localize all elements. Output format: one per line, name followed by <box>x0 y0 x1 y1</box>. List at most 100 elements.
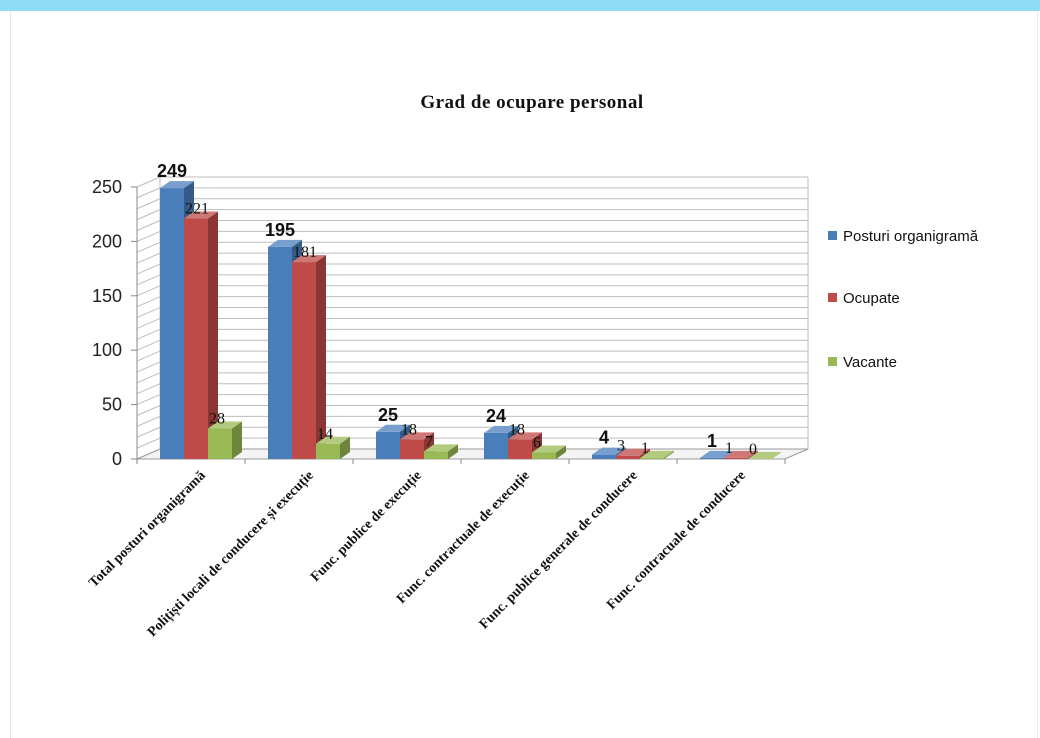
bar-side <box>448 444 458 459</box>
legend-label: Posturi organigramă <box>843 228 979 245</box>
bar-front <box>376 431 400 459</box>
gridline-side <box>136 252 161 264</box>
data-label: 0 <box>749 441 757 458</box>
gridline-side <box>136 394 161 406</box>
gridline-side <box>136 274 161 286</box>
bar-front <box>400 439 424 459</box>
data-label: 25 <box>378 405 398 425</box>
data-label: 181 <box>293 244 317 261</box>
gridline-side <box>136 220 161 231</box>
bar-side <box>316 255 326 459</box>
gridline-side <box>136 372 161 384</box>
bar-front <box>484 432 508 459</box>
x-tick-label: Func. publice de execuție <box>308 468 425 585</box>
bar-top <box>748 452 782 459</box>
gridline-side <box>136 415 161 427</box>
bar-side <box>232 421 242 459</box>
bar-top <box>532 445 566 453</box>
bar-front <box>616 455 640 459</box>
gridline-side <box>136 361 161 373</box>
bar-side <box>340 436 350 459</box>
data-label: 18 <box>509 421 525 438</box>
gridline-side <box>136 285 161 297</box>
gridline-side <box>136 263 161 275</box>
bar <box>184 211 218 459</box>
gridline-side <box>136 296 161 308</box>
bar <box>424 444 458 459</box>
bar-front <box>268 246 292 459</box>
data-label: 3 <box>617 438 625 455</box>
bar-top <box>292 255 326 263</box>
bar-top <box>400 432 434 440</box>
bar-front <box>508 439 532 459</box>
y-tick-label: 0 <box>112 449 122 469</box>
bar-top <box>268 239 302 247</box>
bar-front <box>700 457 724 459</box>
chart-bars <box>160 181 782 460</box>
bar-top <box>316 436 350 444</box>
data-label: 7 <box>425 433 433 450</box>
data-label: 221 <box>185 201 209 218</box>
gridline-side <box>136 317 161 329</box>
legend-item: Ocupate <box>828 290 900 307</box>
gridline-side <box>136 230 161 242</box>
legend-item: Posturi organigramă <box>828 228 979 245</box>
legend-label: Ocupate <box>843 290 900 307</box>
data-label: 249 <box>157 161 187 181</box>
data-label: 4 <box>599 428 609 448</box>
bar-top <box>640 450 674 458</box>
data-label: 6 <box>533 434 541 451</box>
gridline-side <box>136 383 161 395</box>
y-tick-label: 200 <box>92 231 122 251</box>
bar-top <box>700 450 734 458</box>
legend-swatch <box>828 357 837 366</box>
gridline-side <box>136 437 161 449</box>
x-tick-label: Total posturi organigramă <box>86 468 208 590</box>
bar-top <box>424 444 458 452</box>
data-label: 28 <box>209 411 225 428</box>
bar-front <box>316 443 340 459</box>
bar-top <box>208 421 242 429</box>
bar <box>724 450 758 459</box>
bar <box>640 450 674 459</box>
right-border <box>1037 11 1038 738</box>
bar <box>532 445 566 459</box>
bar-top <box>160 181 194 189</box>
bar-top <box>724 450 758 458</box>
bar-front <box>292 262 316 459</box>
bar <box>292 255 326 459</box>
legend-label: Vacante <box>843 354 897 371</box>
bar-top <box>592 447 626 455</box>
bar-top <box>376 424 410 432</box>
data-label: 1 <box>725 440 733 457</box>
bar-side <box>748 450 758 459</box>
bar-front <box>592 454 616 459</box>
bar-top <box>508 432 542 440</box>
gridline-side <box>136 426 161 438</box>
bar-front <box>724 457 748 459</box>
bar <box>208 421 242 459</box>
bar <box>508 432 542 459</box>
data-label: 24 <box>486 406 506 426</box>
bar <box>748 452 782 460</box>
bar-front <box>208 428 232 459</box>
bar-top <box>484 425 518 433</box>
gridline-side <box>136 241 161 253</box>
bar-side <box>664 450 674 459</box>
legend-swatch <box>828 293 837 302</box>
x-tick-label: Polițiști locali de conducere și execuți… <box>145 468 317 640</box>
bar-front <box>532 452 556 459</box>
chart-title: Grad de ocupare personal <box>420 92 643 113</box>
gridline-side <box>136 405 161 416</box>
data-label: 195 <box>265 220 295 240</box>
bar-top <box>616 448 650 456</box>
gridline-side <box>136 187 161 199</box>
y-tick-label: 50 <box>102 395 122 415</box>
data-label: 18 <box>401 421 417 438</box>
bar-side <box>556 445 566 459</box>
gridline-side <box>136 350 161 362</box>
bar-front <box>640 457 664 459</box>
bar-top <box>184 211 218 219</box>
bar-front <box>424 451 448 459</box>
